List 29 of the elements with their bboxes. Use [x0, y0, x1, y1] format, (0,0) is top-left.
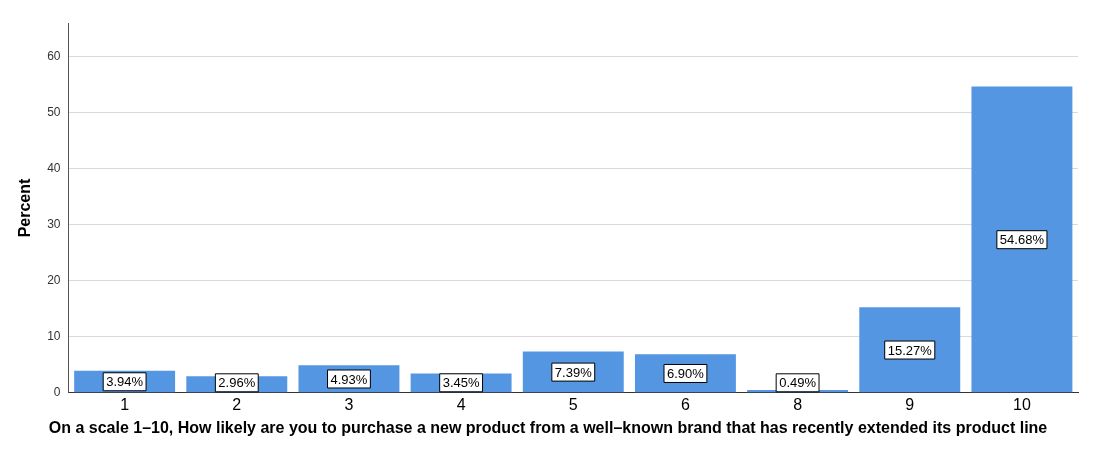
y-tick-label: 10	[47, 329, 61, 344]
x-tick-label: 9	[905, 395, 915, 413]
x-tick-label: 1	[120, 395, 130, 413]
data-label: 0.49%	[779, 375, 817, 391]
x-tick-label: 8	[793, 395, 803, 413]
y-tick-label: 50	[47, 105, 61, 120]
data-label: 3.45%	[442, 375, 480, 391]
y-tick-label: 0	[53, 385, 61, 400]
y-tick-label: 40	[47, 161, 61, 176]
y-tick-label: 20	[47, 273, 61, 288]
x-tick-label: 10	[1013, 395, 1031, 413]
data-label: 2.96%	[218, 375, 256, 391]
x-tick-label: 5	[568, 395, 578, 413]
x-tick-label: 3	[344, 395, 354, 413]
data-label: 3.94%	[106, 374, 144, 390]
data-label: 54.68%	[999, 232, 1045, 248]
y-tick-label: 30	[47, 217, 61, 232]
bar	[859, 307, 961, 393]
x-tick-label: 6	[680, 395, 690, 413]
x-tick-label: 4	[456, 395, 466, 413]
y-tick-label: 60	[47, 49, 61, 64]
data-label: 6.90%	[667, 366, 705, 382]
x-axis-title: On a scale 1–10, How likely are you to purchase a new product from a well–known brand that has recently extended its product line	[48, 419, 1048, 436]
data-label: 15.27%	[887, 342, 933, 358]
bar	[971, 86, 1073, 393]
data-label: 7.39%	[554, 364, 593, 380]
x-tick-label: 2	[232, 395, 242, 413]
y-axis-title: Percent	[16, 177, 34, 238]
data-label: 4.93%	[330, 371, 368, 387]
